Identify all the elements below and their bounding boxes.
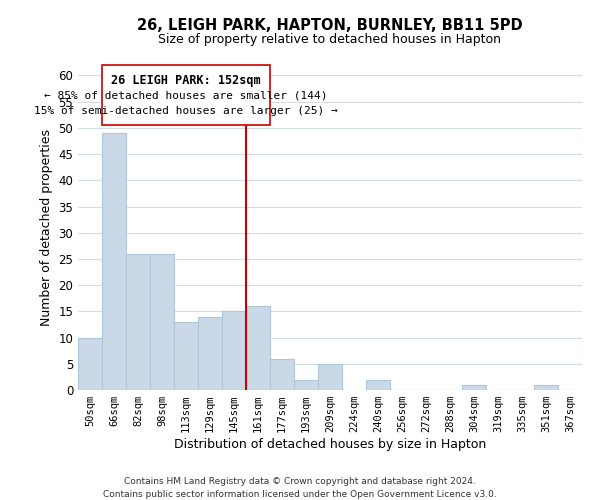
Text: 26, LEIGH PARK, HAPTON, BURNLEY, BB11 5PD: 26, LEIGH PARK, HAPTON, BURNLEY, BB11 5P… [137,18,523,32]
Text: Contains public sector information licensed under the Open Government Licence v3: Contains public sector information licen… [103,490,497,499]
Bar [294,380,318,390]
Text: Contains HM Land Registry data © Crown copyright and database right 2024.: Contains HM Land Registry data © Crown c… [124,478,476,486]
Bar [366,380,390,390]
Text: 26 LEIGH PARK: 152sqm: 26 LEIGH PARK: 152sqm [111,74,261,88]
Text: Size of property relative to detached houses in Hapton: Size of property relative to detached ho… [158,32,502,46]
Bar [462,385,486,390]
Y-axis label: Number of detached properties: Number of detached properties [40,129,53,326]
Bar [318,364,342,390]
Bar [150,254,174,390]
Bar [126,254,150,390]
Bar [246,306,270,390]
Bar [174,322,198,390]
Text: ← 85% of detached houses are smaller (144): ← 85% of detached houses are smaller (14… [44,90,328,100]
Bar [102,133,126,390]
Bar [198,316,222,390]
Bar [78,338,102,390]
X-axis label: Distribution of detached houses by size in Hapton: Distribution of detached houses by size … [174,438,486,451]
Bar [222,312,246,390]
FancyBboxPatch shape [102,65,270,126]
Bar [270,358,294,390]
Bar [534,385,558,390]
Text: 15% of semi-detached houses are larger (25) →: 15% of semi-detached houses are larger (… [34,106,338,116]
